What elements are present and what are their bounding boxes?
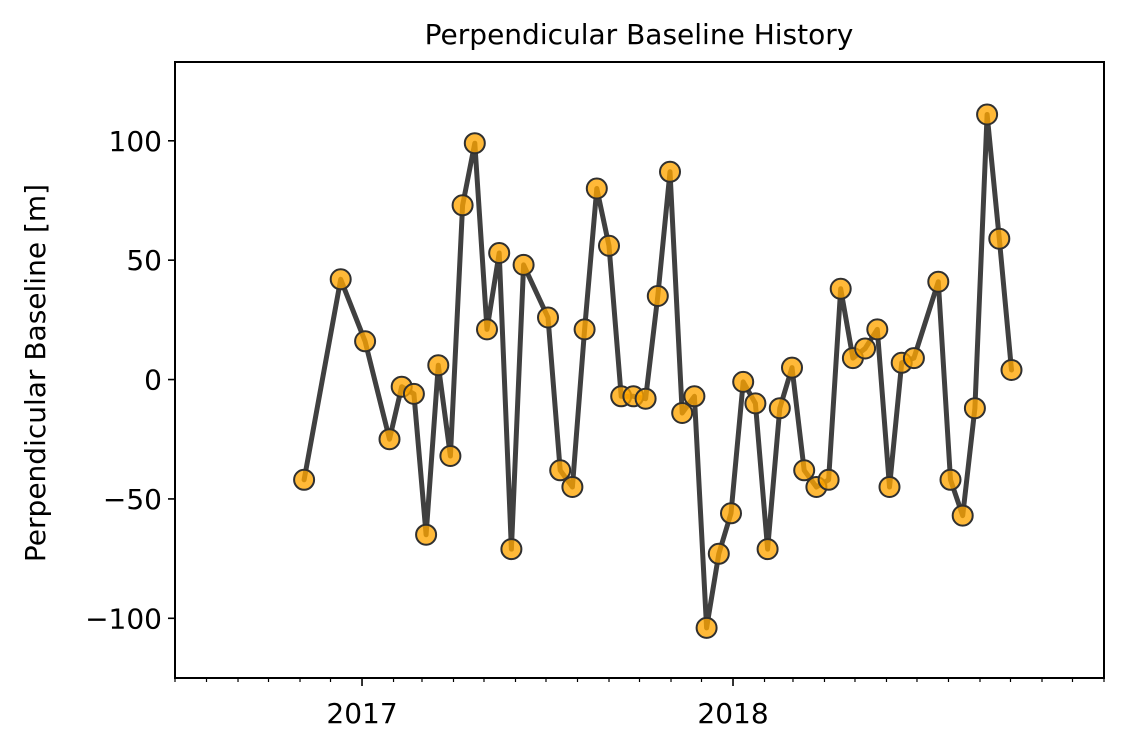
data-point: [646, 285, 669, 307]
axes: 100 50 0 −50 −100 2017 2018: [85, 125, 1105, 730]
data-point: [415, 523, 438, 546]
data-point: [549, 459, 572, 482]
data-point: [451, 194, 474, 217]
data-point: [866, 318, 889, 341]
data-point: [902, 347, 925, 370]
data-point: [854, 337, 877, 360]
data-point: [720, 502, 742, 525]
data-point: [1000, 359, 1023, 381]
data-point: [793, 459, 816, 482]
y-tick-label: 0: [144, 364, 162, 397]
y-tick-label: 50: [126, 244, 162, 277]
data-point: [671, 402, 694, 424]
data-point: [768, 397, 791, 420]
data-point: [512, 253, 535, 276]
data-point: [976, 103, 999, 126]
data-point: [293, 468, 316, 491]
data-point: [744, 392, 767, 415]
data-point: [939, 468, 962, 491]
data-point: [476, 318, 498, 341]
data-point: [402, 382, 425, 405]
data-point: [963, 397, 986, 420]
data-point: [500, 538, 523, 561]
data-point: [463, 132, 486, 155]
data-point: [537, 306, 559, 329]
data-point: [427, 354, 450, 377]
data-point: [329, 268, 352, 291]
chart-title: Perpendicular Baseline History: [425, 18, 854, 51]
data-point: [354, 330, 377, 353]
data-point: [781, 356, 803, 379]
data-point: [988, 227, 1011, 250]
data-point: [695, 616, 718, 639]
data-point: [598, 234, 620, 257]
data-point: [817, 468, 840, 491]
y-tick-label: −50: [103, 483, 162, 516]
data-point: [659, 160, 681, 183]
data-point: [707, 542, 730, 565]
data-point: [488, 242, 511, 264]
y-axis-label: Perpendicular Baseline [m]: [19, 184, 52, 562]
data-point: [585, 177, 608, 200]
data-point: [561, 476, 584, 498]
data-point: [878, 476, 901, 498]
x-tick-label: 2018: [697, 697, 768, 730]
data-point: [683, 385, 706, 408]
x-tick-label: 2017: [326, 697, 397, 730]
data-point: [634, 387, 657, 410]
data-point: [756, 538, 779, 561]
data-point: [378, 428, 401, 451]
data-point: [573, 318, 596, 341]
data-point: [732, 370, 755, 393]
plot-frame: [174, 61, 1105, 679]
y-tick-label: 100: [109, 125, 162, 158]
y-tick-label: −100: [85, 602, 162, 635]
data-point: [927, 270, 950, 293]
plot-area: [293, 103, 1023, 639]
data-point: [951, 504, 974, 527]
data-point: [829, 277, 852, 300]
data-point: [439, 445, 462, 467]
